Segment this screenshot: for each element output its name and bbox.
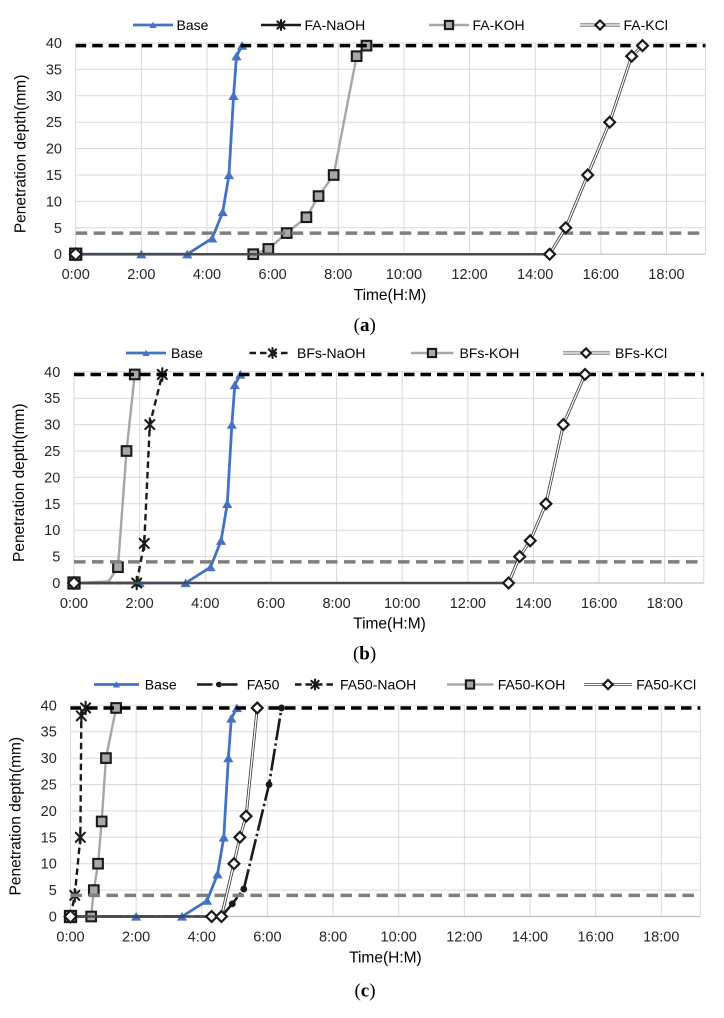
svg-text:8:00: 8:00 — [324, 267, 352, 283]
svg-text:FA-KOH: FA-KOH — [473, 17, 525, 33]
svg-text:5: 5 — [49, 883, 57, 899]
svg-text:FA50-KOH: FA50-KOH — [498, 676, 566, 692]
svg-text:FA-NaOH: FA-NaOH — [305, 17, 366, 33]
svg-text:Time(H:M): Time(H:M) — [353, 615, 426, 632]
svg-text:40: 40 — [41, 698, 57, 714]
svg-text:20: 20 — [44, 470, 60, 486]
svg-text:0:00: 0:00 — [62, 267, 90, 283]
svg-text:4:00: 4:00 — [188, 929, 216, 945]
svg-text:Time(H:M): Time(H:M) — [349, 949, 422, 966]
svg-text:10: 10 — [41, 857, 57, 873]
svg-text:35: 35 — [41, 725, 57, 741]
svg-text:18:00: 18:00 — [643, 929, 679, 945]
svg-text:6:00: 6:00 — [253, 929, 281, 945]
svg-text:18:00: 18:00 — [648, 267, 684, 283]
svg-text:(c): (c) — [354, 981, 375, 1002]
svg-text:10:00: 10:00 — [386, 267, 422, 283]
svg-text:25: 25 — [46, 115, 62, 131]
svg-text:16:00: 16:00 — [583, 267, 619, 283]
svg-text:30: 30 — [46, 89, 62, 105]
svg-text:30: 30 — [41, 751, 57, 767]
svg-text:0: 0 — [49, 910, 57, 926]
svg-text:30: 30 — [44, 418, 60, 434]
svg-text:2:00: 2:00 — [126, 596, 154, 612]
svg-text:14:00: 14:00 — [517, 267, 553, 283]
svg-text:20: 20 — [41, 804, 57, 820]
svg-text:2:00: 2:00 — [122, 929, 150, 945]
svg-text:FA50-KCl: FA50-KCl — [636, 676, 696, 692]
svg-text:18:00: 18:00 — [647, 596, 683, 612]
svg-text:FA-KCl: FA-KCl — [624, 17, 668, 33]
svg-text:14:00: 14:00 — [512, 929, 548, 945]
svg-text:10:00: 10:00 — [381, 929, 417, 945]
svg-text:0: 0 — [54, 247, 62, 263]
svg-text:8:00: 8:00 — [319, 929, 347, 945]
svg-text:6:00: 6:00 — [257, 596, 285, 612]
svg-text:15: 15 — [46, 168, 62, 184]
svg-text:2:00: 2:00 — [127, 267, 155, 283]
svg-text:10:00: 10:00 — [384, 596, 420, 612]
svg-text:4:00: 4:00 — [193, 267, 221, 283]
svg-text:25: 25 — [44, 444, 60, 460]
svg-text:Penetration depth(mm): Penetration depth(mm) — [11, 403, 28, 562]
svg-text:Time(H:M): Time(H:M) — [354, 287, 427, 304]
svg-text:(a): (a) — [354, 315, 376, 336]
svg-text:5: 5 — [52, 550, 60, 566]
svg-text:16:00: 16:00 — [577, 929, 613, 945]
svg-text:16:00: 16:00 — [581, 596, 617, 612]
svg-text:Base: Base — [145, 676, 177, 692]
svg-text:FA50-NaOH: FA50-NaOH — [340, 676, 416, 692]
svg-text:40: 40 — [46, 36, 62, 52]
svg-text:BFs-NaOH: BFs-NaOH — [297, 345, 365, 361]
svg-text:40: 40 — [44, 365, 60, 381]
svg-text:20: 20 — [46, 142, 62, 158]
svg-text:14:00: 14:00 — [515, 596, 551, 612]
svg-text:(b): (b) — [353, 644, 376, 665]
svg-text:Penetration depth(mm): Penetration depth(mm) — [13, 75, 30, 234]
svg-text:12:00: 12:00 — [451, 267, 487, 283]
svg-text:5: 5 — [54, 221, 62, 237]
svg-text:BFs-KCl: BFs-KCl — [615, 345, 667, 361]
svg-text:15: 15 — [44, 497, 60, 513]
svg-text:Penetration depth(mm): Penetration depth(mm) — [7, 737, 24, 896]
svg-text:12:00: 12:00 — [446, 929, 482, 945]
svg-text:0:00: 0:00 — [60, 596, 88, 612]
svg-text:0:00: 0:00 — [56, 929, 84, 945]
svg-text:FA50: FA50 — [247, 676, 280, 692]
svg-text:8:00: 8:00 — [322, 596, 350, 612]
svg-text:4:00: 4:00 — [191, 596, 219, 612]
svg-text:Base: Base — [177, 17, 209, 33]
svg-text:0: 0 — [52, 576, 60, 592]
svg-text:10: 10 — [44, 523, 60, 539]
svg-text:6:00: 6:00 — [259, 267, 287, 283]
svg-text:Base: Base — [171, 345, 203, 361]
svg-text:35: 35 — [46, 62, 62, 78]
svg-text:BFs-KOH: BFs-KOH — [460, 345, 520, 361]
svg-text:25: 25 — [41, 778, 57, 794]
svg-text:35: 35 — [44, 391, 60, 407]
svg-text:10: 10 — [46, 194, 62, 210]
svg-text:12:00: 12:00 — [450, 596, 486, 612]
svg-text:15: 15 — [41, 830, 57, 846]
